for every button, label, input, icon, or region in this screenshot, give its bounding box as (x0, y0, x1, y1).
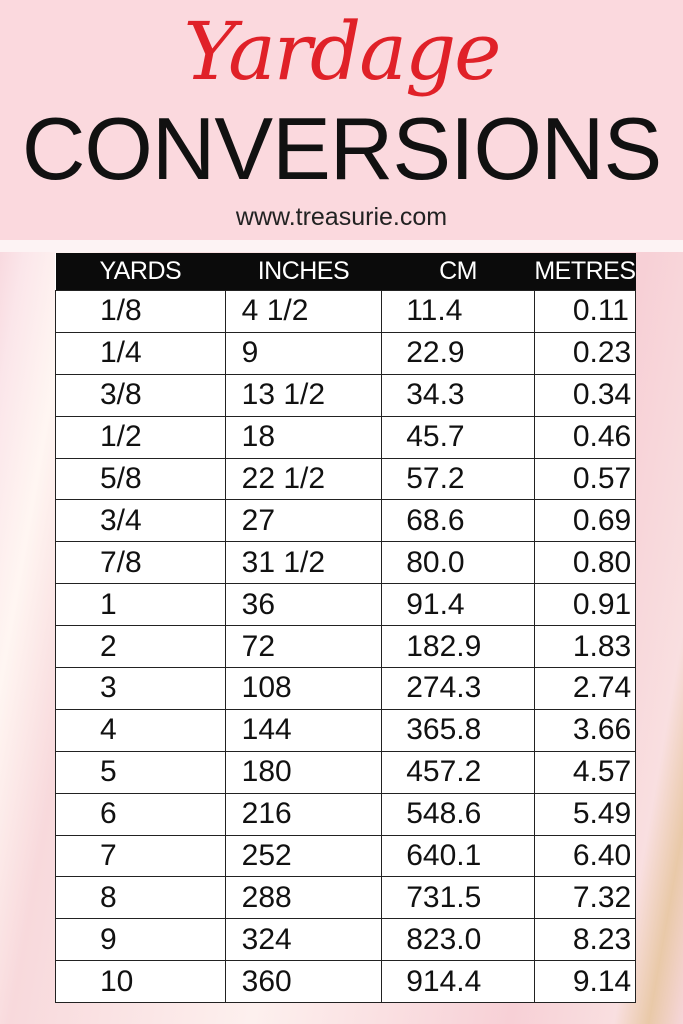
cell-inches: 31 1/2 (224, 541, 383, 585)
cell-cm: 91.4 (381, 583, 535, 627)
cell-inches: 216 (224, 792, 383, 836)
cell-cm: 548.6 (381, 792, 535, 836)
cell-cm: 22.9 (381, 331, 535, 375)
table-row: 5/8 22 1/2 57.2 0.57 (55, 457, 637, 501)
cell-yards: 4 (55, 708, 226, 752)
cell-inches: 252 (224, 834, 383, 878)
cell-metres: 0.46 (533, 415, 637, 459)
cell-inches: 4 1/2 (224, 290, 383, 333)
cell-yards: 5/8 (55, 457, 226, 501)
table-row: 9 324 823.0 8.23 (55, 918, 637, 962)
cell-metres: 1.83 (533, 625, 637, 669)
table-row: 7/8 31 1/2 80.0 0.80 (55, 541, 637, 585)
cell-yards: 1/4 (55, 331, 226, 375)
table-row: 4 144 365.8 3.66 (55, 708, 637, 752)
table-body: 1/8 4 1/2 11.4 0.11 1/4 9 22.9 0.23 3/8 13 1/2 34.… (55, 290, 637, 1004)
page-title: CONVERSIONS (21, 99, 662, 198)
table-row: 3/8 13 1/2 34.3 0.34 (55, 373, 637, 417)
cell-inches: 13 1/2 (224, 373, 383, 417)
cell-cm: 45.7 (381, 415, 535, 459)
cell-metres: 5.49 (533, 792, 637, 836)
cell-metres: 0.80 (533, 541, 637, 585)
table-row: 2 72 182.9 1.83 (55, 625, 637, 669)
cell-inches: 9 (224, 331, 383, 375)
cell-metres: 0.11 (533, 290, 637, 333)
cell-yards: 8 (55, 876, 226, 920)
cell-inches: 18 (224, 415, 383, 459)
cell-cm: 80.0 (381, 541, 535, 585)
table-row: 1/2 18 45.7 0.46 (55, 415, 637, 459)
cell-metres: 9.14 (533, 960, 637, 1004)
cell-inches: 108 (224, 667, 383, 710)
column-header-metres: METRES (534, 253, 636, 291)
cell-inches: 72 (224, 625, 383, 669)
conversion-table: YARDS INCHES CM METRES 1/8 4 1/2 11.4 0.11 1/4 9… (55, 253, 637, 1004)
cell-inches: 180 (224, 750, 383, 794)
cell-cm: 274.3 (381, 667, 535, 710)
cell-inches: 144 (224, 708, 383, 752)
column-header-yards: YARDS (55, 253, 226, 291)
title-script: Yardage (183, 5, 502, 98)
table-row: 6 216 548.6 5.49 (55, 792, 637, 836)
cell-metres: 4.57 (533, 750, 637, 794)
cell-cm: 731.5 (381, 876, 535, 920)
cell-inches: 22 1/2 (224, 457, 383, 501)
cell-metres: 0.91 (533, 583, 637, 627)
cell-inches: 360 (224, 960, 383, 1004)
cell-cm: 823.0 (381, 918, 535, 962)
cell-cm: 457.2 (381, 750, 535, 794)
cell-cm: 182.9 (381, 625, 535, 669)
table-row: 10 360 914.4 9.14 (55, 960, 637, 1004)
column-header-inches: INCHES (225, 253, 382, 291)
cell-yards: 2 (55, 625, 226, 669)
cell-yards: 1 (55, 583, 226, 627)
table-row: 5 180 457.2 4.57 (55, 750, 637, 794)
table-row: 7 252 640.1 6.40 (55, 834, 637, 878)
table-header-row: YARDS INCHES CM METRES (55, 253, 636, 291)
cell-metres: 0.23 (533, 331, 637, 375)
cell-metres: 0.57 (533, 457, 637, 501)
cell-metres: 6.40 (533, 834, 637, 878)
cell-inches: 324 (224, 918, 383, 962)
title-banner (0, 0, 683, 240)
cell-metres: 0.69 (533, 499, 637, 543)
cell-cm: 365.8 (381, 708, 535, 752)
cell-yards: 3/4 (55, 499, 226, 543)
table-row: 1 36 91.4 0.91 (55, 583, 637, 627)
cell-cm: 640.1 (381, 834, 535, 878)
column-header-cm: CM (381, 253, 535, 291)
website-url: www.treasurie.com (235, 203, 448, 231)
cell-inches: 27 (224, 499, 383, 543)
table-row: 3 108 274.3 2.74 (55, 667, 637, 710)
cell-metres: 3.66 (533, 708, 637, 752)
cell-yards: 1/2 (55, 415, 226, 459)
cell-yards: 1/8 (55, 290, 226, 333)
table-row: 8 288 731.5 7.32 (55, 876, 637, 920)
cell-inches: 36 (224, 583, 383, 627)
cell-metres: 7.32 (533, 876, 637, 920)
cell-yards: 5 (55, 750, 226, 794)
table-row: 1/8 4 1/2 11.4 0.11 (55, 290, 637, 333)
cell-yards: 3 (55, 667, 226, 710)
cell-cm: 11.4 (381, 290, 535, 333)
table-row: 1/4 9 22.9 0.23 (55, 331, 637, 375)
divider (0, 240, 683, 252)
cell-yards: 3/8 (55, 373, 226, 417)
cell-cm: 34.3 (381, 373, 535, 417)
cell-cm: 914.4 (381, 960, 535, 1004)
cell-inches: 288 (224, 876, 383, 920)
cell-cm: 57.2 (381, 457, 535, 501)
cell-yards: 7/8 (55, 541, 226, 585)
cell-yards: 6 (55, 792, 226, 836)
cell-metres: 2.74 (533, 667, 637, 710)
cell-metres: 8.23 (533, 918, 637, 962)
table-row: 3/4 27 68.6 0.69 (55, 499, 637, 543)
cell-yards: 9 (55, 918, 226, 962)
cell-cm: 68.6 (381, 499, 535, 543)
cell-yards: 7 (55, 834, 226, 878)
cell-yards: 10 (55, 960, 226, 1004)
cell-metres: 0.34 (533, 373, 637, 417)
